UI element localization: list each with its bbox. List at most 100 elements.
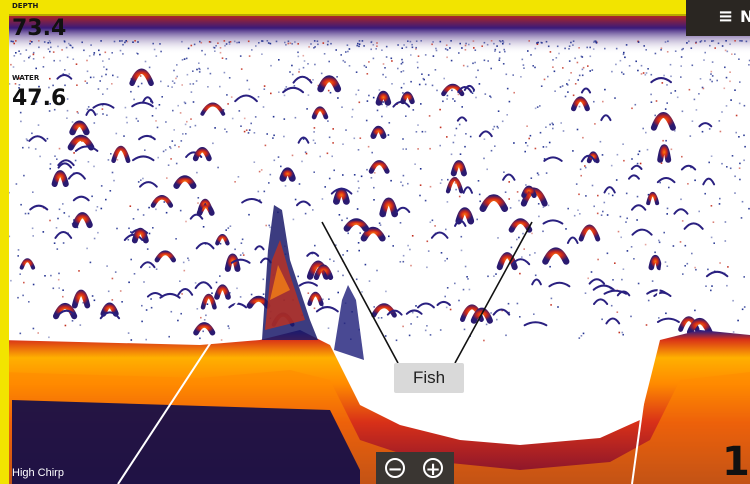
noise-dot [199, 68, 201, 71]
noise-dot [194, 124, 197, 127]
menu-area[interactable] [686, 0, 750, 36]
pointer-line-3 [117, 297, 241, 484]
noise-dot [493, 125, 496, 128]
sonar-noise [0, 40, 750, 342]
noise-dot [545, 172, 548, 174]
noise-dot [385, 105, 388, 108]
noise-dot [684, 244, 687, 247]
fish-arch [523, 321, 548, 327]
noise-dot [487, 60, 489, 62]
noise-dot [63, 40, 66, 42]
noise-dot [304, 212, 307, 215]
noise-dot [642, 127, 644, 130]
noise-dot [302, 138, 305, 140]
noise-dot [403, 44, 405, 46]
noise-dot [402, 260, 405, 263]
noise-dot [523, 67, 525, 69]
noise-dot [100, 40, 102, 42]
noise-dot [62, 242, 65, 244]
fish-arch [315, 306, 339, 313]
menu-icon-secondary[interactable]: N [740, 7, 750, 26]
noise-dot [446, 201, 449, 203]
zoom-out-button[interactable]: − [385, 458, 405, 479]
noise-dot [694, 179, 696, 182]
noise-dot [532, 65, 534, 67]
noise-dot [521, 58, 524, 61]
zoom-in-button[interactable]: + [423, 458, 443, 479]
top-status-bar [0, 0, 686, 16]
noise-dot [743, 159, 745, 162]
noise-dot [536, 106, 539, 108]
noise-dot [155, 120, 157, 122]
noise-dot [261, 53, 263, 55]
noise-dot [591, 69, 594, 71]
noise-dot [269, 173, 272, 176]
noise-dot [545, 40, 548, 43]
noise-dot [155, 208, 157, 211]
noise-dot [185, 57, 188, 60]
noise-dot [157, 156, 159, 159]
noise-dot [8, 235, 11, 238]
noise-dot [645, 324, 648, 326]
noise-dot [667, 40, 669, 43]
noise-dot [516, 191, 519, 193]
noise-dot [209, 72, 212, 75]
noise-dot [717, 42, 720, 45]
noise-dot [494, 48, 497, 51]
noise-dot [66, 117, 68, 119]
noise-dot [323, 53, 326, 55]
noise-dot [405, 148, 407, 150]
noise-dot [439, 144, 441, 147]
noise-dot [170, 158, 172, 160]
noise-dot [332, 142, 334, 144]
noise-dot [534, 252, 536, 254]
noise-dot [370, 41, 373, 44]
noise-dot [637, 41, 640, 43]
noise-dot [62, 203, 64, 205]
noise-dot [416, 61, 419, 64]
noise-dot [690, 47, 693, 49]
noise-dot [126, 40, 129, 43]
noise-dot [89, 76, 92, 79]
noise-dot [528, 137, 530, 140]
noise-dot [562, 67, 564, 69]
noise-dot [357, 89, 360, 91]
noise-dot [98, 49, 100, 52]
noise-dot [54, 155, 56, 157]
noise-dot [486, 168, 488, 171]
noise-dot [152, 42, 154, 45]
noise-dot [197, 197, 200, 199]
noise-dot [76, 111, 79, 113]
noise-dot [46, 137, 49, 140]
noise-dot [372, 96, 375, 99]
noise-dot [229, 225, 232, 227]
noise-dot [151, 115, 154, 117]
noise-dot [490, 149, 493, 152]
noise-dot [681, 110, 684, 113]
noise-dot [407, 244, 409, 247]
noise-dot [663, 74, 665, 77]
noise-dot [358, 249, 360, 252]
noise-dot [348, 65, 351, 67]
menu-icon[interactable]: ≡ [718, 6, 734, 27]
noise-dot [522, 232, 524, 235]
fish-arch [578, 224, 601, 242]
noise-dot [18, 87, 20, 89]
noise-dot [93, 53, 95, 56]
noise-dot [234, 181, 236, 183]
noise-dot [199, 337, 201, 340]
noise-dot [127, 238, 130, 241]
noise-dot [502, 42, 504, 45]
noise-dot [291, 154, 294, 157]
noise-dot [587, 65, 589, 67]
noise-dot [29, 40, 32, 42]
noise-dot [465, 133, 467, 135]
noise-dot [686, 262, 689, 265]
noise-dot [681, 48, 683, 51]
fish-arch [673, 208, 689, 215]
noise-dot [93, 237, 96, 240]
noise-dot [460, 249, 463, 252]
noise-dot [721, 45, 724, 47]
noise-dot [621, 331, 624, 334]
noise-dot [497, 127, 499, 129]
